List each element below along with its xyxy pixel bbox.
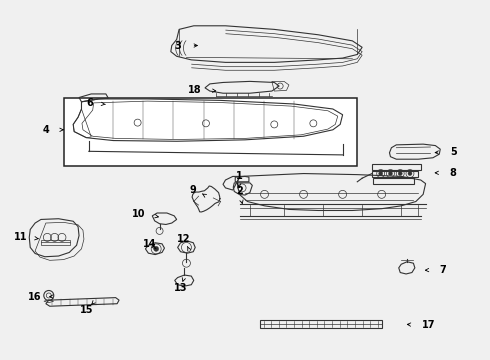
Text: 1: 1 xyxy=(236,171,243,181)
Text: 10: 10 xyxy=(131,209,145,219)
Text: 13: 13 xyxy=(174,283,187,293)
Text: 9: 9 xyxy=(190,185,196,195)
Text: 8: 8 xyxy=(449,168,456,178)
Bar xyxy=(41,240,70,244)
Bar xyxy=(260,320,382,328)
Circle shape xyxy=(389,172,392,176)
Text: 3: 3 xyxy=(175,41,182,50)
Bar xyxy=(372,171,418,177)
Text: 14: 14 xyxy=(143,239,157,249)
Text: 16: 16 xyxy=(27,292,41,302)
Text: 17: 17 xyxy=(422,320,435,330)
Circle shape xyxy=(379,172,383,176)
Circle shape xyxy=(408,172,412,176)
Text: 11: 11 xyxy=(14,232,28,242)
Text: 4: 4 xyxy=(43,125,50,135)
Text: 12: 12 xyxy=(177,234,191,244)
Text: 7: 7 xyxy=(439,265,446,275)
Text: 18: 18 xyxy=(189,85,202,95)
Bar xyxy=(372,163,421,170)
Text: 2: 2 xyxy=(236,186,243,197)
Text: 6: 6 xyxy=(86,98,93,108)
Bar xyxy=(373,178,415,184)
Circle shape xyxy=(154,246,159,251)
Bar xyxy=(64,98,357,166)
Text: 5: 5 xyxy=(450,147,457,157)
Circle shape xyxy=(398,172,402,176)
Text: 15: 15 xyxy=(79,305,93,315)
